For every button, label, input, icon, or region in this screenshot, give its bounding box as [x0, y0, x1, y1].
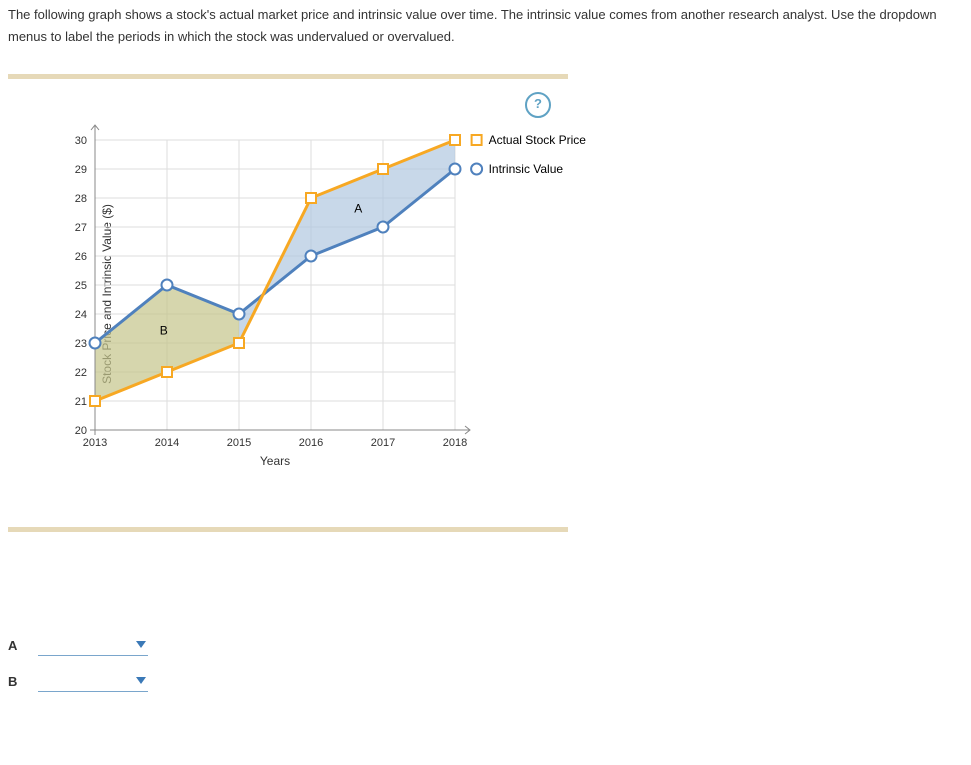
- marker-actual[interactable]: [450, 135, 460, 145]
- legend-marker-actual: [472, 135, 482, 145]
- ytick-label: 20: [75, 425, 87, 437]
- answer-dropdown-b[interactable]: [38, 671, 148, 692]
- marker-intrinsic[interactable]: [450, 164, 461, 175]
- legend-label-intrinsic: Intrinsic Value: [489, 162, 564, 176]
- legend-label-actual: Actual Stock Price: [489, 133, 587, 147]
- x-axis-label: Years: [85, 454, 465, 468]
- region-label-A: A: [354, 202, 362, 216]
- marker-intrinsic[interactable]: [162, 280, 173, 291]
- ytick-label: 28: [75, 193, 87, 205]
- xtick-label: 2015: [227, 437, 251, 449]
- xtick-label: 2017: [371, 437, 395, 449]
- ytick-label: 22: [75, 367, 87, 379]
- answer-label-a: A: [8, 638, 38, 653]
- marker-intrinsic[interactable]: [378, 222, 389, 233]
- ytick-label: 30: [75, 135, 87, 147]
- chart-svg: 2021222324252627282930201320142015201620…: [85, 130, 465, 450]
- xtick-label: 2014: [155, 437, 179, 449]
- marker-actual[interactable]: [234, 338, 244, 348]
- ytick-label: 24: [75, 309, 87, 321]
- region-label-B: B: [160, 323, 168, 337]
- answers-section: A B: [8, 632, 963, 694]
- marker-actual[interactable]: [90, 396, 100, 406]
- marker-intrinsic[interactable]: [306, 251, 317, 262]
- chart-container: ? Stock Price and Intrinsic Value ($) 20…: [8, 79, 568, 509]
- xtick-label: 2013: [83, 437, 107, 449]
- chart-plot: 2021222324252627282930201320142015201620…: [85, 130, 465, 450]
- answer-dropdown-a[interactable]: [38, 635, 148, 656]
- instructions-text: The following graph shows a stock's actu…: [0, 0, 971, 56]
- ytick-label: 21: [75, 396, 87, 408]
- legend-marker-intrinsic: [471, 164, 482, 175]
- xtick-label: 2016: [299, 437, 323, 449]
- marker-actual[interactable]: [306, 193, 316, 203]
- answer-label-b: B: [8, 674, 38, 689]
- ytick-label: 26: [75, 251, 87, 263]
- answer-row-a: A: [8, 632, 963, 658]
- divider-bottom: [8, 527, 568, 532]
- marker-actual[interactable]: [378, 164, 388, 174]
- ytick-label: 27: [75, 222, 87, 234]
- answer-row-b: B: [8, 668, 963, 694]
- marker-intrinsic[interactable]: [90, 338, 101, 349]
- marker-actual[interactable]: [162, 367, 172, 377]
- marker-intrinsic[interactable]: [234, 309, 245, 320]
- xtick-label: 2018: [443, 437, 467, 449]
- ytick-label: 23: [75, 338, 87, 350]
- ytick-label: 29: [75, 164, 87, 176]
- help-button[interactable]: ?: [525, 92, 551, 118]
- ytick-label: 25: [75, 280, 87, 292]
